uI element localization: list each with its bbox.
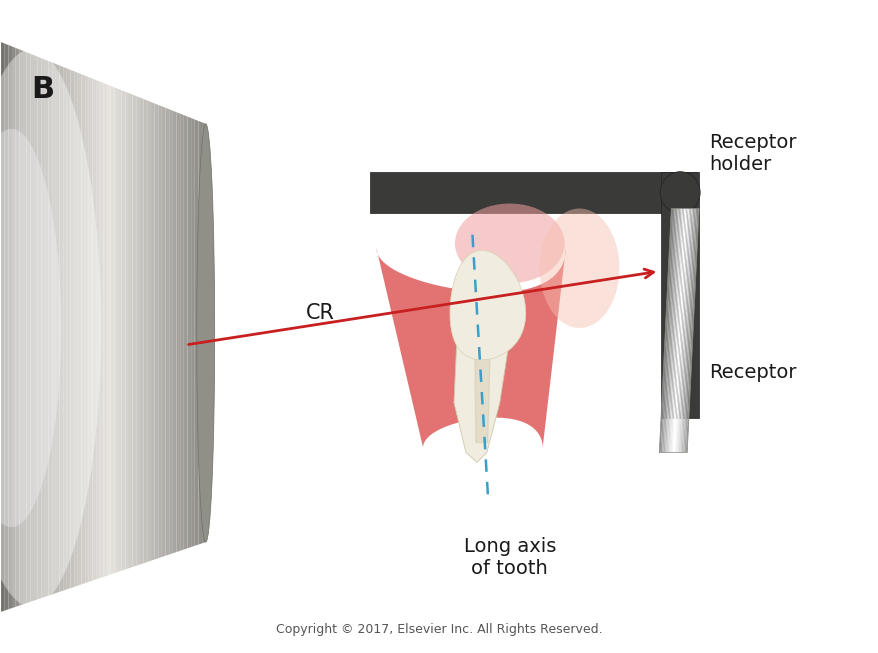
Polygon shape bbox=[45, 59, 48, 597]
Text: Receptor
holder: Receptor holder bbox=[709, 133, 795, 174]
Polygon shape bbox=[92, 78, 96, 581]
Polygon shape bbox=[121, 90, 126, 571]
Polygon shape bbox=[1, 42, 4, 612]
Polygon shape bbox=[148, 101, 151, 562]
Polygon shape bbox=[78, 72, 82, 586]
Polygon shape bbox=[30, 54, 34, 602]
Polygon shape bbox=[165, 108, 169, 556]
Text: B: B bbox=[32, 74, 54, 104]
Polygon shape bbox=[677, 208, 690, 453]
Polygon shape bbox=[195, 119, 198, 546]
Polygon shape bbox=[99, 82, 104, 578]
Polygon shape bbox=[450, 250, 525, 360]
Polygon shape bbox=[133, 95, 136, 567]
Polygon shape bbox=[74, 71, 78, 587]
Polygon shape bbox=[16, 48, 19, 607]
Polygon shape bbox=[60, 65, 63, 592]
Polygon shape bbox=[370, 172, 696, 214]
Polygon shape bbox=[682, 208, 695, 453]
Polygon shape bbox=[155, 103, 158, 560]
Polygon shape bbox=[129, 93, 133, 568]
Polygon shape bbox=[162, 106, 165, 557]
Polygon shape bbox=[668, 208, 681, 453]
Ellipse shape bbox=[0, 49, 101, 607]
Polygon shape bbox=[187, 117, 191, 549]
Polygon shape bbox=[660, 172, 698, 418]
Ellipse shape bbox=[455, 204, 564, 283]
Polygon shape bbox=[107, 84, 111, 576]
Polygon shape bbox=[453, 338, 509, 462]
Polygon shape bbox=[180, 114, 184, 550]
Polygon shape bbox=[173, 111, 176, 553]
Polygon shape bbox=[664, 208, 678, 453]
Ellipse shape bbox=[0, 129, 61, 527]
Polygon shape bbox=[663, 208, 676, 453]
Polygon shape bbox=[658, 208, 672, 453]
Polygon shape bbox=[111, 86, 114, 575]
Polygon shape bbox=[34, 56, 38, 601]
Polygon shape bbox=[473, 263, 492, 443]
Ellipse shape bbox=[659, 172, 700, 214]
Polygon shape bbox=[191, 118, 195, 547]
Polygon shape bbox=[176, 112, 180, 552]
Ellipse shape bbox=[539, 208, 619, 328]
Polygon shape bbox=[674, 208, 687, 453]
Polygon shape bbox=[169, 109, 173, 554]
Polygon shape bbox=[680, 208, 694, 453]
Polygon shape bbox=[685, 208, 698, 453]
Polygon shape bbox=[9, 45, 12, 609]
Polygon shape bbox=[104, 83, 107, 577]
Polygon shape bbox=[41, 58, 45, 598]
Polygon shape bbox=[52, 63, 56, 594]
Polygon shape bbox=[38, 57, 41, 599]
Polygon shape bbox=[126, 91, 129, 569]
Polygon shape bbox=[666, 208, 679, 453]
Polygon shape bbox=[26, 52, 30, 603]
Polygon shape bbox=[0, 40, 1, 613]
Polygon shape bbox=[667, 208, 680, 453]
Polygon shape bbox=[158, 105, 162, 558]
Polygon shape bbox=[450, 250, 525, 360]
Polygon shape bbox=[63, 67, 67, 590]
Polygon shape bbox=[118, 89, 121, 572]
Polygon shape bbox=[202, 122, 205, 543]
Polygon shape bbox=[67, 69, 70, 590]
Text: Receptor: Receptor bbox=[709, 363, 795, 382]
Polygon shape bbox=[23, 51, 26, 604]
Polygon shape bbox=[70, 70, 74, 588]
Polygon shape bbox=[684, 208, 697, 453]
Ellipse shape bbox=[197, 124, 214, 542]
Text: Long axis
of tooth: Long axis of tooth bbox=[463, 537, 555, 577]
Polygon shape bbox=[376, 248, 565, 447]
Polygon shape bbox=[671, 208, 685, 453]
Polygon shape bbox=[151, 102, 155, 561]
Polygon shape bbox=[114, 88, 118, 573]
Polygon shape bbox=[143, 99, 148, 564]
Polygon shape bbox=[85, 76, 89, 583]
Text: Copyright © 2017, Elsevier Inc. All Rights Reserved.: Copyright © 2017, Elsevier Inc. All Righ… bbox=[276, 623, 602, 636]
Polygon shape bbox=[660, 208, 673, 453]
Polygon shape bbox=[56, 64, 60, 593]
Polygon shape bbox=[4, 44, 9, 611]
Polygon shape bbox=[678, 208, 691, 453]
Polygon shape bbox=[12, 46, 16, 608]
Polygon shape bbox=[89, 77, 92, 582]
Polygon shape bbox=[661, 208, 674, 453]
Polygon shape bbox=[680, 208, 693, 453]
Text: CR: CR bbox=[306, 303, 335, 323]
Polygon shape bbox=[82, 74, 85, 584]
Polygon shape bbox=[96, 80, 99, 579]
Polygon shape bbox=[48, 61, 52, 596]
Polygon shape bbox=[140, 97, 143, 564]
Polygon shape bbox=[670, 208, 683, 453]
Polygon shape bbox=[675, 208, 688, 453]
Polygon shape bbox=[136, 96, 140, 565]
Polygon shape bbox=[184, 115, 187, 550]
Polygon shape bbox=[673, 208, 686, 453]
Polygon shape bbox=[198, 121, 202, 545]
Polygon shape bbox=[19, 50, 23, 605]
